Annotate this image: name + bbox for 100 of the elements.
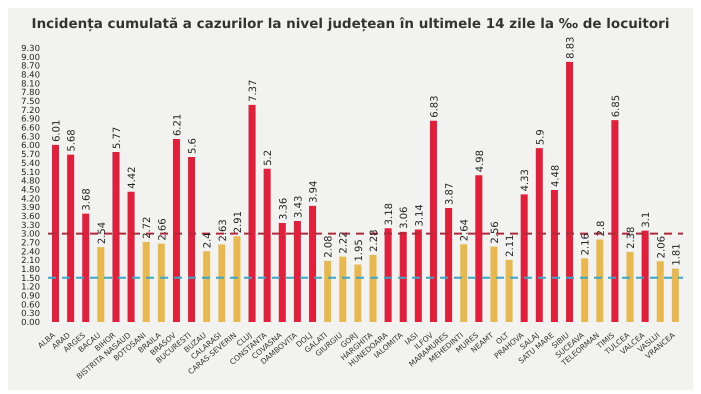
y-tick-label: 1.20 <box>21 282 40 293</box>
bar <box>354 264 362 322</box>
bar <box>264 168 271 322</box>
bar <box>656 261 664 322</box>
y-tick-label: 5.40 <box>21 158 40 169</box>
data-label: 2.63 <box>218 219 229 242</box>
y-tick-label: 0.60 <box>21 300 40 310</box>
y-tick-label: 2.10 <box>21 256 40 266</box>
y-tick-label: 4.80 <box>21 176 40 187</box>
data-label: 4.33 <box>520 169 532 192</box>
bar <box>248 104 256 322</box>
data-label: 6.85 <box>610 94 622 118</box>
data-label: 4.98 <box>474 150 486 172</box>
data-label: 4.42 <box>127 166 138 189</box>
data-label: 3.1 <box>641 212 652 228</box>
y-tick-label: 6.90 <box>21 114 40 125</box>
y-tick-label: 3.60 <box>21 212 40 222</box>
bar <box>112 152 120 322</box>
data-label: 6.21 <box>172 114 184 136</box>
data-label: 2.4 <box>202 232 214 248</box>
y-tick-label: 9.30 <box>21 44 40 54</box>
data-label: 2.11 <box>505 234 516 257</box>
bar <box>203 251 210 322</box>
y-tick-label: 3.30 <box>21 220 40 231</box>
data-label: 5.77 <box>112 126 123 149</box>
data-label: 5.6 <box>188 138 199 154</box>
bar <box>233 236 240 322</box>
bar <box>67 154 74 322</box>
y-tick-label: 8.10 <box>21 79 40 90</box>
data-label: 3.68 <box>82 188 93 211</box>
bar <box>596 240 604 322</box>
y-tick-label: 6.60 <box>21 124 40 134</box>
y-tick-label: 9.00 <box>21 52 40 63</box>
bar <box>520 194 528 322</box>
data-label: 2.06 <box>656 236 668 258</box>
bar <box>490 246 498 322</box>
data-label: 4.48 <box>550 164 562 188</box>
data-label: 3.36 <box>278 198 290 220</box>
y-tick-label: 7.20 <box>21 106 40 116</box>
data-label: 6.01 <box>52 120 62 142</box>
bar <box>536 148 543 322</box>
data-label: 2.56 <box>490 221 501 244</box>
bar <box>172 139 180 322</box>
data-label: 1.81 <box>671 243 682 266</box>
bar <box>566 62 574 322</box>
bar <box>460 244 468 322</box>
bar <box>445 208 452 322</box>
data-label: 3.43 <box>293 196 304 218</box>
y-tick-label: 5.70 <box>21 150 40 160</box>
data-label: 2.66 <box>157 218 168 241</box>
data-label: 2.38 <box>626 226 638 249</box>
bar <box>581 258 588 322</box>
data-label: 5.9 <box>535 129 546 146</box>
bar <box>309 206 316 322</box>
data-label: 3.14 <box>414 204 426 226</box>
bar <box>400 232 407 322</box>
y-tick-label: 4.20 <box>21 194 40 204</box>
data-label: 2.72 <box>142 216 154 239</box>
bar <box>550 190 558 322</box>
data-label: 2.16 <box>580 233 592 256</box>
data-label: 5.2 <box>263 150 274 166</box>
bar <box>384 228 392 322</box>
bar <box>414 229 422 322</box>
y-tick-label: 2.70 <box>21 238 40 248</box>
y-tick-label: 5.10 <box>21 168 40 178</box>
data-label: 6.83 <box>429 96 440 118</box>
bar <box>475 175 482 322</box>
data-label: 3.18 <box>384 203 396 226</box>
bar <box>97 247 104 322</box>
bar <box>611 120 618 322</box>
data-label: 3.94 <box>308 180 320 203</box>
data-label: 2.08 <box>324 235 335 258</box>
bar <box>370 254 376 322</box>
bar <box>188 157 196 322</box>
bar <box>430 120 437 322</box>
y-tick-label: 3.90 <box>21 203 40 214</box>
bar <box>672 268 679 322</box>
y-tick-label: 2.40 <box>21 247 40 258</box>
y-tick-label: 0.30 <box>21 309 40 320</box>
bar <box>294 220 301 322</box>
y-tick-label: 0.00 <box>21 318 40 328</box>
data-label: 5.68 <box>66 129 78 152</box>
data-label: 7.37 <box>248 80 260 102</box>
chart-title: Incidența cumulată a cazurilor la nivel județean în ultimele 14 zile la ‰ de locuitori <box>30 15 670 34</box>
data-label: 8.83 <box>566 36 577 59</box>
bar <box>158 244 165 322</box>
bar <box>82 214 90 322</box>
data-label: 3.87 <box>444 182 456 205</box>
y-tick-label: 6.00 <box>21 141 40 152</box>
y-tick-label: 1.80 <box>21 264 40 275</box>
data-label: 2.91 <box>232 211 244 234</box>
bar <box>339 256 346 322</box>
y-tick-label: 0.90 <box>21 292 40 302</box>
data-label: 2.64 <box>460 218 471 242</box>
data-label: 1.95 <box>354 239 365 262</box>
y-tick-label: 6.30 <box>21 132 40 142</box>
data-label: 2.54 <box>96 222 108 244</box>
data-label: 2.28 <box>369 230 380 252</box>
y-tick-label: 8.70 <box>21 62 40 72</box>
bar <box>128 192 135 322</box>
